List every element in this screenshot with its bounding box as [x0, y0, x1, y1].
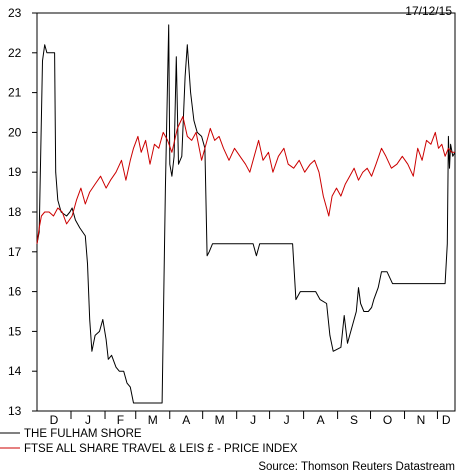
- x-tick-label: D: [50, 413, 59, 427]
- y-tick-label: 21: [8, 86, 22, 100]
- x-tick-label: O: [383, 413, 392, 427]
- y-tick-label: 14: [8, 364, 22, 378]
- x-tick-label: F: [117, 413, 124, 427]
- y-tick-label: 13: [8, 404, 22, 418]
- y-tick-label: 20: [8, 125, 22, 139]
- x-tick-label: N: [417, 413, 426, 427]
- legend-label-2: FTSE ALL SHARE TRAVEL & LEIS £ - PRICE I…: [24, 443, 298, 455]
- x-tick-label: M: [215, 413, 225, 427]
- plot-frame: [36, 12, 456, 412]
- y-tick-label: 19: [8, 165, 22, 179]
- y-axis: 13 14 15 16 17 18 19 20 21 22 23: [8, 6, 37, 418]
- y-tick-label: 16: [8, 285, 22, 299]
- y-tick-label: 18: [8, 205, 22, 219]
- x-tick-label: A: [317, 413, 325, 427]
- y-tick-label: 22: [8, 46, 22, 60]
- y-tick-label: 17: [8, 245, 22, 259]
- x-tick-label: A: [182, 413, 190, 427]
- x-tick-label: J: [85, 413, 91, 427]
- x-tick-label: D: [442, 413, 451, 427]
- x-tick-label: J: [250, 413, 256, 427]
- date-label: 17/12/15: [405, 4, 452, 18]
- series-layer: [36, 24, 456, 404]
- source-label: Source: Thomson Reuters Datastream: [258, 461, 455, 473]
- y-tick-label: 15: [8, 324, 22, 338]
- plot-border: [36, 12, 456, 412]
- y-tick-label: 23: [8, 6, 22, 20]
- x-tick-label: J: [284, 413, 290, 427]
- legend-label-1: THE FULHAM SHORE: [24, 428, 142, 440]
- series-line-2: [36, 116, 455, 244]
- series-line-1: [36, 24, 456, 404]
- legend: THE FULHAM SHORE FTSE ALL SHARE TRAVEL & …: [0, 428, 298, 455]
- x-tick-label: S: [350, 413, 358, 427]
- x-tick-label: M: [148, 413, 158, 427]
